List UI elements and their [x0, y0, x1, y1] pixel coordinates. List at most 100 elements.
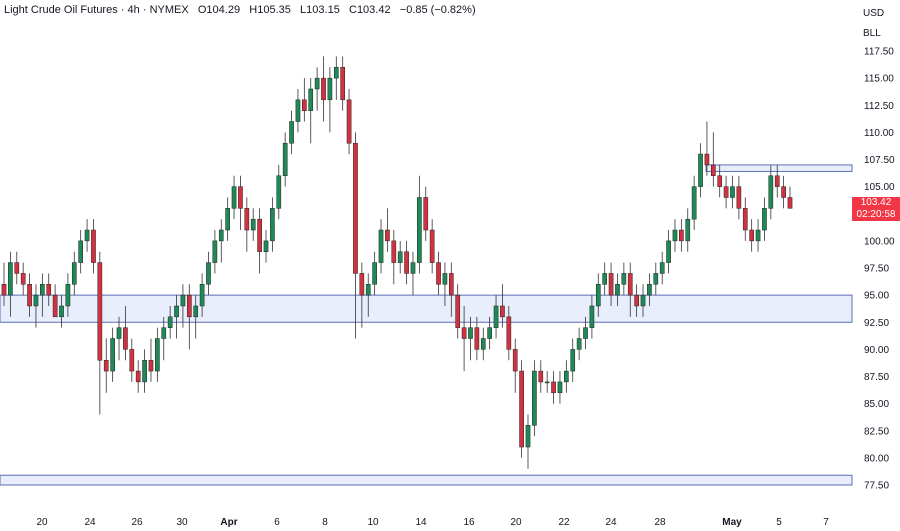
candle[interactable] [704, 121, 710, 176]
candle[interactable] [161, 316, 167, 361]
candle[interactable] [487, 316, 492, 350]
candle[interactable] [749, 219, 754, 252]
candle[interactable] [417, 175, 422, 274]
candle[interactable] [493, 295, 499, 339]
candle[interactable] [244, 197, 250, 252]
candle[interactable] [289, 110, 294, 155]
candle[interactable] [385, 208, 390, 252]
candle[interactable] [378, 219, 384, 274]
candle[interactable] [512, 338, 518, 393]
candle[interactable] [263, 230, 269, 263]
candle[interactable] [40, 273, 45, 317]
candle[interactable] [14, 251, 20, 285]
candle[interactable] [302, 78, 307, 122]
candle[interactable] [155, 327, 160, 382]
candle[interactable] [461, 305, 467, 372]
candle[interactable] [787, 186, 793, 209]
candle[interactable] [544, 371, 550, 393]
candle[interactable] [180, 284, 186, 328]
candle[interactable] [20, 262, 26, 296]
candle[interactable] [672, 219, 678, 252]
candle[interactable] [78, 230, 84, 274]
unit-label[interactable]: BLL [863, 28, 881, 39]
candle[interactable] [634, 284, 639, 317]
interval[interactable]: 4h [127, 4, 140, 16]
candle[interactable] [602, 262, 608, 296]
candle[interactable] [91, 219, 96, 274]
candle[interactable] [340, 56, 346, 111]
candle[interactable] [506, 305, 512, 361]
candle[interactable] [640, 284, 646, 317]
candle[interactable] [429, 219, 435, 274]
candle[interactable] [570, 338, 576, 382]
candle[interactable] [647, 273, 652, 306]
candle[interactable] [257, 208, 262, 274]
candle[interactable] [710, 132, 716, 187]
candle[interactable] [135, 360, 141, 393]
candle[interactable] [589, 295, 595, 339]
candle[interactable] [33, 284, 39, 328]
candle[interactable] [551, 371, 556, 404]
candle[interactable] [608, 262, 614, 306]
candle[interactable] [148, 338, 154, 382]
candle[interactable] [532, 360, 537, 437]
candle[interactable] [103, 338, 109, 393]
candle[interactable] [167, 305, 173, 339]
candle[interactable] [116, 316, 122, 361]
candle[interactable] [480, 327, 486, 361]
candle[interactable] [346, 88, 352, 155]
candle[interactable] [755, 219, 761, 252]
candle[interactable] [538, 360, 544, 393]
candle[interactable] [365, 273, 371, 317]
candle[interactable] [199, 273, 205, 317]
symbol-name[interactable]: Light Crude Oil Futures [4, 4, 118, 16]
candle[interactable] [110, 327, 115, 382]
candle[interactable] [698, 143, 703, 198]
candle[interactable] [615, 273, 620, 306]
zone-1[interactable] [0, 474, 853, 486]
candle[interactable] [762, 197, 767, 241]
candle[interactable] [410, 251, 416, 296]
candle[interactable] [774, 164, 780, 198]
candle[interactable] [691, 175, 697, 231]
candle[interactable] [142, 349, 147, 393]
candle[interactable] [65, 273, 71, 317]
candle[interactable] [717, 164, 723, 198]
candle[interactable] [621, 262, 627, 296]
candle[interactable] [174, 295, 179, 339]
candle[interactable] [666, 230, 671, 274]
candle[interactable] [448, 262, 454, 317]
candle[interactable] [627, 262, 633, 317]
candle[interactable] [742, 197, 748, 241]
candle[interactable] [1, 262, 7, 306]
zone-2[interactable] [705, 164, 853, 172]
candle[interactable] [212, 230, 218, 274]
candle[interactable] [768, 164, 774, 220]
candle[interactable] [397, 240, 403, 274]
candle[interactable] [123, 305, 128, 361]
candle[interactable] [129, 338, 135, 382]
candle[interactable] [186, 284, 192, 350]
candle[interactable] [736, 175, 742, 220]
candle[interactable] [359, 262, 365, 328]
candle[interactable] [564, 360, 569, 393]
candle[interactable] [193, 295, 199, 339]
candle[interactable] [455, 284, 461, 339]
candle[interactable] [423, 186, 429, 241]
candle[interactable] [583, 316, 588, 350]
candle[interactable] [525, 414, 531, 469]
candle[interactable] [314, 67, 320, 111]
candle[interactable] [576, 327, 582, 361]
candle[interactable] [653, 262, 659, 296]
candle[interactable] [474, 316, 480, 361]
candle[interactable] [97, 251, 103, 415]
candle[interactable] [436, 251, 441, 296]
candle[interactable] [71, 251, 77, 296]
candle[interactable] [730, 175, 735, 209]
candle[interactable] [679, 219, 684, 252]
candle[interactable] [250, 208, 256, 241]
candle[interactable] [27, 273, 32, 317]
candle[interactable] [353, 132, 358, 339]
candle[interactable] [206, 251, 211, 296]
